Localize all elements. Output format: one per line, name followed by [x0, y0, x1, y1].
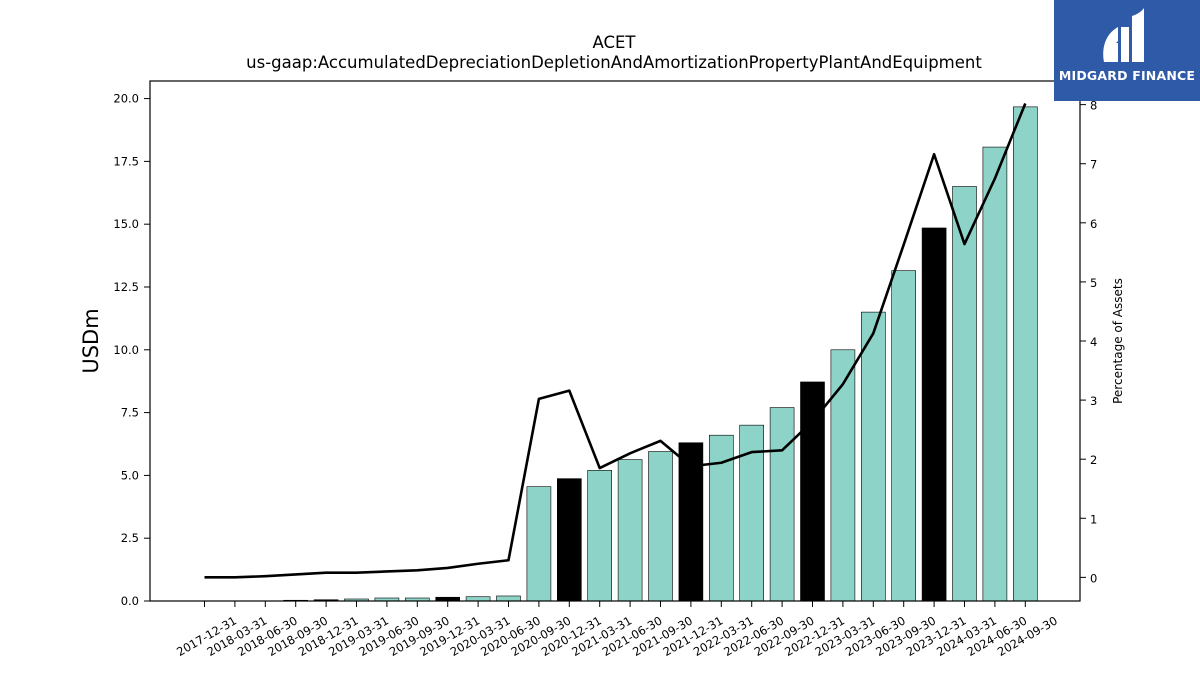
y-tick-label: 5.0: [121, 468, 139, 482]
bar-2024-09-30: [1012, 106, 1038, 602]
y-axis-right: 0 1 2 3 4 5 6 7 8: [1080, 99, 1097, 585]
brand-logo: MIDGARD FINANCE: [1054, 0, 1200, 101]
bar-2023-12-31: [921, 227, 947, 602]
chart-title: ACET: [592, 33, 636, 52]
y-tick-label: 12.5: [113, 280, 139, 294]
y-tick-label: 17.5: [113, 154, 139, 168]
bar-2021-03-31: [587, 470, 613, 602]
y2-tick-label: 5: [1090, 276, 1097, 290]
y-tick-label: 2.5: [121, 531, 139, 545]
y2-tick-label: 3: [1090, 394, 1097, 408]
chart-subtitle: us-gaap:AccumulatedDepreciationDepletion…: [246, 53, 982, 72]
y-axis-label: USDm: [79, 308, 103, 373]
bar-2022-09-30: [769, 407, 795, 602]
y2-axis-label: Percentage of Assets: [1111, 278, 1125, 404]
y2-tick-label: 7: [1090, 158, 1097, 172]
percentage-line: [204, 102, 1027, 579]
bar-2021-12-31: [678, 442, 704, 602]
y2-tick-label: 2: [1090, 453, 1097, 467]
bar-2021-09-30: [648, 451, 673, 602]
brand-name: MIDGARD FINANCE: [1058, 68, 1196, 83]
y2-tick-label: 8: [1090, 99, 1097, 113]
bar-2023-03-31: [830, 349, 856, 602]
bar-2020-06-30: [496, 595, 521, 602]
y2-tick-label: 1: [1090, 512, 1097, 526]
bar-2024-06-30: [982, 146, 1008, 602]
y2-tick-label: 0: [1090, 571, 1097, 585]
bars-layer: [283, 106, 1038, 602]
bar-2022-12-31: [800, 381, 825, 602]
bar-2024-03-31: [952, 186, 977, 602]
y2-tick-label: 4: [1090, 335, 1097, 349]
y-axis-left: 0.0 2.5 5.0 7.5 10.0 12.5 15.0 17.5 20.0: [113, 92, 150, 608]
y-tick-label: 10.0: [113, 343, 139, 357]
bar-2021-06-30: [617, 459, 643, 602]
y-tick-label: 7.5: [121, 406, 139, 420]
logo-mark-icon: [1103, 8, 1144, 62]
bar-2023-09-30: [891, 270, 917, 602]
y2-tick-label: 6: [1090, 217, 1097, 231]
y-tick-label: 20.0: [113, 92, 139, 106]
x-axis: 2017-12-312018-03-312018-06-302018-09-30…: [174, 601, 1060, 659]
line-layer: [204, 102, 1027, 579]
bar-2020-12-31: [556, 478, 582, 602]
bar-2020-03-31: [465, 596, 491, 602]
bar-2023-06-30: [860, 311, 886, 602]
y-tick-label: 15.0: [113, 217, 139, 231]
y-tick-label: 0.0: [121, 594, 139, 608]
bar-2020-09-30: [526, 486, 552, 602]
